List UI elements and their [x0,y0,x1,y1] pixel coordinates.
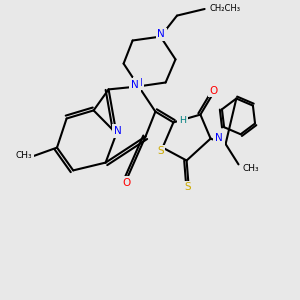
Text: CH₃: CH₃ [242,164,259,172]
Text: S: S [184,182,191,193]
Text: H: H [179,116,186,125]
Text: O: O [209,85,218,96]
Text: N: N [157,29,165,39]
Text: N: N [135,78,142,88]
Text: S: S [157,146,164,156]
Text: CH₂CH₃: CH₂CH₃ [209,4,240,13]
Text: N: N [215,133,223,143]
Text: N: N [114,126,122,136]
Text: CH₃: CH₃ [16,152,32,160]
Text: N: N [131,80,139,90]
Text: O: O [122,178,131,188]
